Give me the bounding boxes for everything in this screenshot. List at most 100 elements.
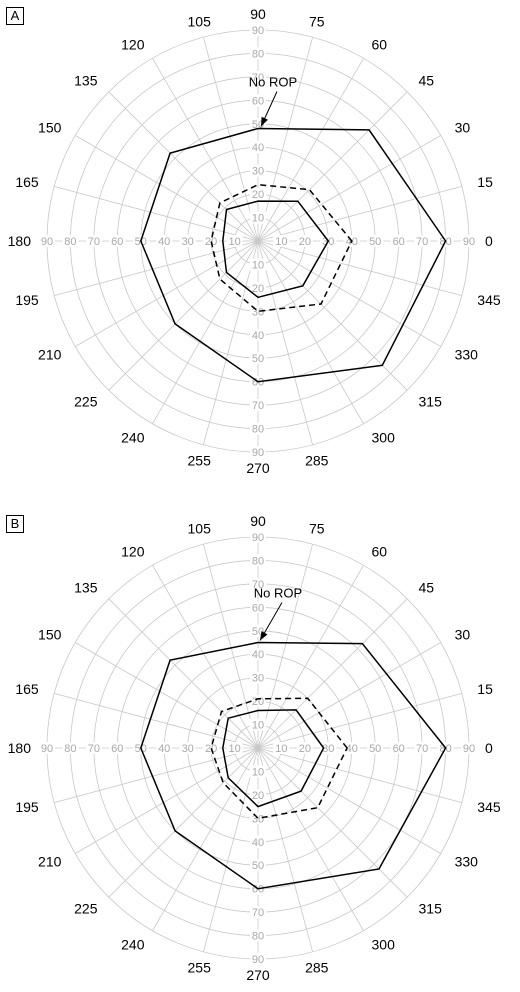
angle-label-0: 0 [485, 740, 493, 756]
angle-label-330: 330 [455, 347, 479, 363]
angle-label-30: 30 [455, 120, 471, 136]
spoke-150 [75, 135, 259, 242]
tick-label-bg [250, 399, 266, 412]
radial-tick-d-40: 40 [252, 837, 264, 849]
tick-label-bg [250, 906, 266, 919]
radial-tick-l-10: 10 [228, 236, 240, 248]
angle-label-0: 0 [485, 233, 493, 249]
tick-label-bg [250, 671, 266, 684]
radial-tick-l-30: 30 [182, 236, 194, 248]
radial-tick-u-80: 80 [252, 48, 264, 60]
spoke-255 [203, 747, 259, 952]
radial-tick-r-70: 70 [416, 236, 428, 248]
tick-label-bg [250, 859, 266, 872]
radial-tick-l-40: 40 [158, 236, 170, 248]
series-0-solid [140, 127, 447, 383]
spoke-105 [203, 544, 259, 749]
radial-tick-d-80: 80 [252, 931, 264, 943]
tick-label-bg [250, 648, 266, 661]
angle-label-135: 135 [74, 73, 98, 89]
angle-label-255: 255 [188, 452, 212, 468]
series-1-dashed [210, 183, 353, 313]
angle-label-165: 165 [15, 174, 39, 190]
tick-label-bg [156, 235, 173, 247]
spoke-150 [75, 642, 259, 749]
radial-tick-u-20: 20 [252, 696, 264, 708]
radial-tick-l-70: 70 [88, 236, 100, 248]
angle-label-75: 75 [309, 14, 325, 30]
radial-tick-d-50: 50 [252, 860, 264, 872]
spoke-285 [257, 747, 313, 952]
angle-label-315: 315 [419, 901, 443, 917]
series-2-solid [222, 200, 330, 299]
radial-tick-d-90: 90 [252, 447, 264, 459]
angle-label-210: 210 [38, 854, 62, 870]
radial-tick-u-30: 30 [252, 673, 264, 685]
angle-label-60: 60 [372, 36, 388, 52]
angle-label-120: 120 [121, 36, 145, 52]
radial-tick-d-20: 20 [252, 790, 264, 802]
angle-label-45: 45 [419, 580, 435, 596]
angle-label-75: 75 [309, 521, 325, 537]
angle-label-120: 120 [121, 543, 145, 559]
polar-chart-b: B 10 10 10 10 20 20 20 20 30 30 30 30 40 40 40 40 50 50 50… [0, 507, 520, 992]
spoke-315 [257, 240, 408, 391]
angle-label-45: 45 [419, 73, 435, 89]
tick-label-bg [250, 422, 266, 435]
spoke-240 [152, 747, 259, 931]
panel-label-a: A [6, 7, 24, 25]
tick-label-bg [226, 742, 243, 754]
angle-label-105: 105 [188, 521, 212, 537]
radial-tick-u-90: 90 [252, 25, 264, 37]
spoke-120 [152, 565, 259, 749]
annotation-label: No ROP [254, 586, 302, 601]
tick-label-bg [390, 742, 407, 754]
tick-label-bg [296, 235, 313, 247]
radial-tick-l-70: 70 [88, 743, 100, 755]
tick-label-bg [109, 235, 126, 247]
radial-tick-d-50: 50 [252, 353, 264, 365]
radial-tick-r-70: 70 [416, 743, 428, 755]
spoke-345 [257, 240, 462, 296]
tick-label-bg [250, 577, 266, 590]
angle-label-135: 135 [74, 580, 98, 596]
radial-tick-l-60: 60 [111, 236, 123, 248]
tick-label-bg [250, 258, 266, 271]
tick-label-bg [414, 235, 431, 247]
radial-tick-u-60: 60 [252, 602, 264, 614]
spoke-45 [257, 598, 408, 749]
tick-label-bg [109, 742, 126, 754]
angle-label-150: 150 [38, 627, 62, 643]
angle-label-345: 345 [477, 292, 501, 308]
angle-label-210: 210 [38, 347, 62, 363]
spoke-285 [257, 240, 313, 445]
tick-label-bg [85, 235, 102, 247]
tick-label-bg [203, 742, 220, 754]
tick-label-bg [250, 765, 266, 778]
radial-tick-l-10: 10 [228, 743, 240, 755]
radial-tick-u-20: 20 [252, 189, 264, 201]
spoke-30 [257, 135, 441, 242]
radial-tick-r-10: 10 [275, 743, 287, 755]
tick-label-bg [250, 164, 266, 177]
polar-plot-b: 1010101020202020303030304040404050505050… [8, 513, 501, 983]
annotation: No ROP [249, 75, 297, 127]
radial-tick-u-10: 10 [252, 720, 264, 732]
tick-label-bg [250, 352, 266, 365]
angle-label-90: 90 [250, 6, 266, 22]
angle-label-15: 15 [477, 681, 493, 697]
series-2-solid [222, 709, 325, 808]
angle-label-345: 345 [477, 799, 501, 815]
radial-tick-l-60: 60 [111, 743, 123, 755]
angle-label-165: 165 [15, 681, 39, 697]
angle-labels: 0 15 30 45 60 75 90 105 120 135 150 165 180 195 210 225… [8, 6, 501, 476]
spoke-135 [108, 598, 259, 749]
angle-label-180: 180 [8, 233, 32, 249]
angle-label-300: 300 [372, 937, 396, 953]
tick-label-bg [250, 70, 266, 83]
angle-label-240: 240 [121, 430, 145, 446]
radial-tick-u-40: 40 [252, 142, 264, 154]
spoke-15 [257, 693, 462, 749]
panel-label-b: B [6, 515, 24, 533]
angle-label-225: 225 [74, 901, 98, 917]
